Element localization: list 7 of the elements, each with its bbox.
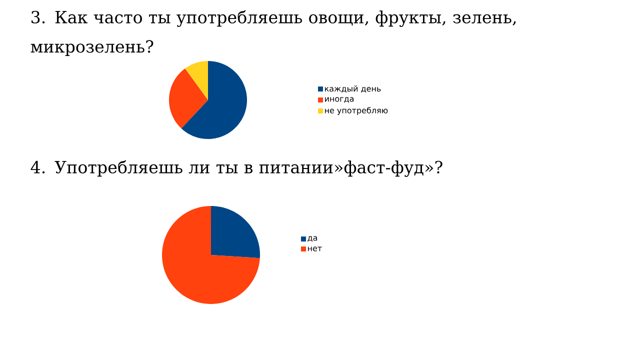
chart-title: 3. Как часто ты употребляешь овощи, фрукты, зелень, микрозелень? xyxy=(30,10,516,56)
legend-label: да xyxy=(308,236,317,242)
legend-label: не употребляю xyxy=(325,107,388,115)
legend-label: каждый день xyxy=(325,85,381,93)
legend-label: иногда xyxy=(325,97,354,103)
chart-title: 4. Употребляешь ли ты в питании»фаст-фуд»? xyxy=(30,160,442,177)
legend-label: нет xyxy=(308,246,322,252)
